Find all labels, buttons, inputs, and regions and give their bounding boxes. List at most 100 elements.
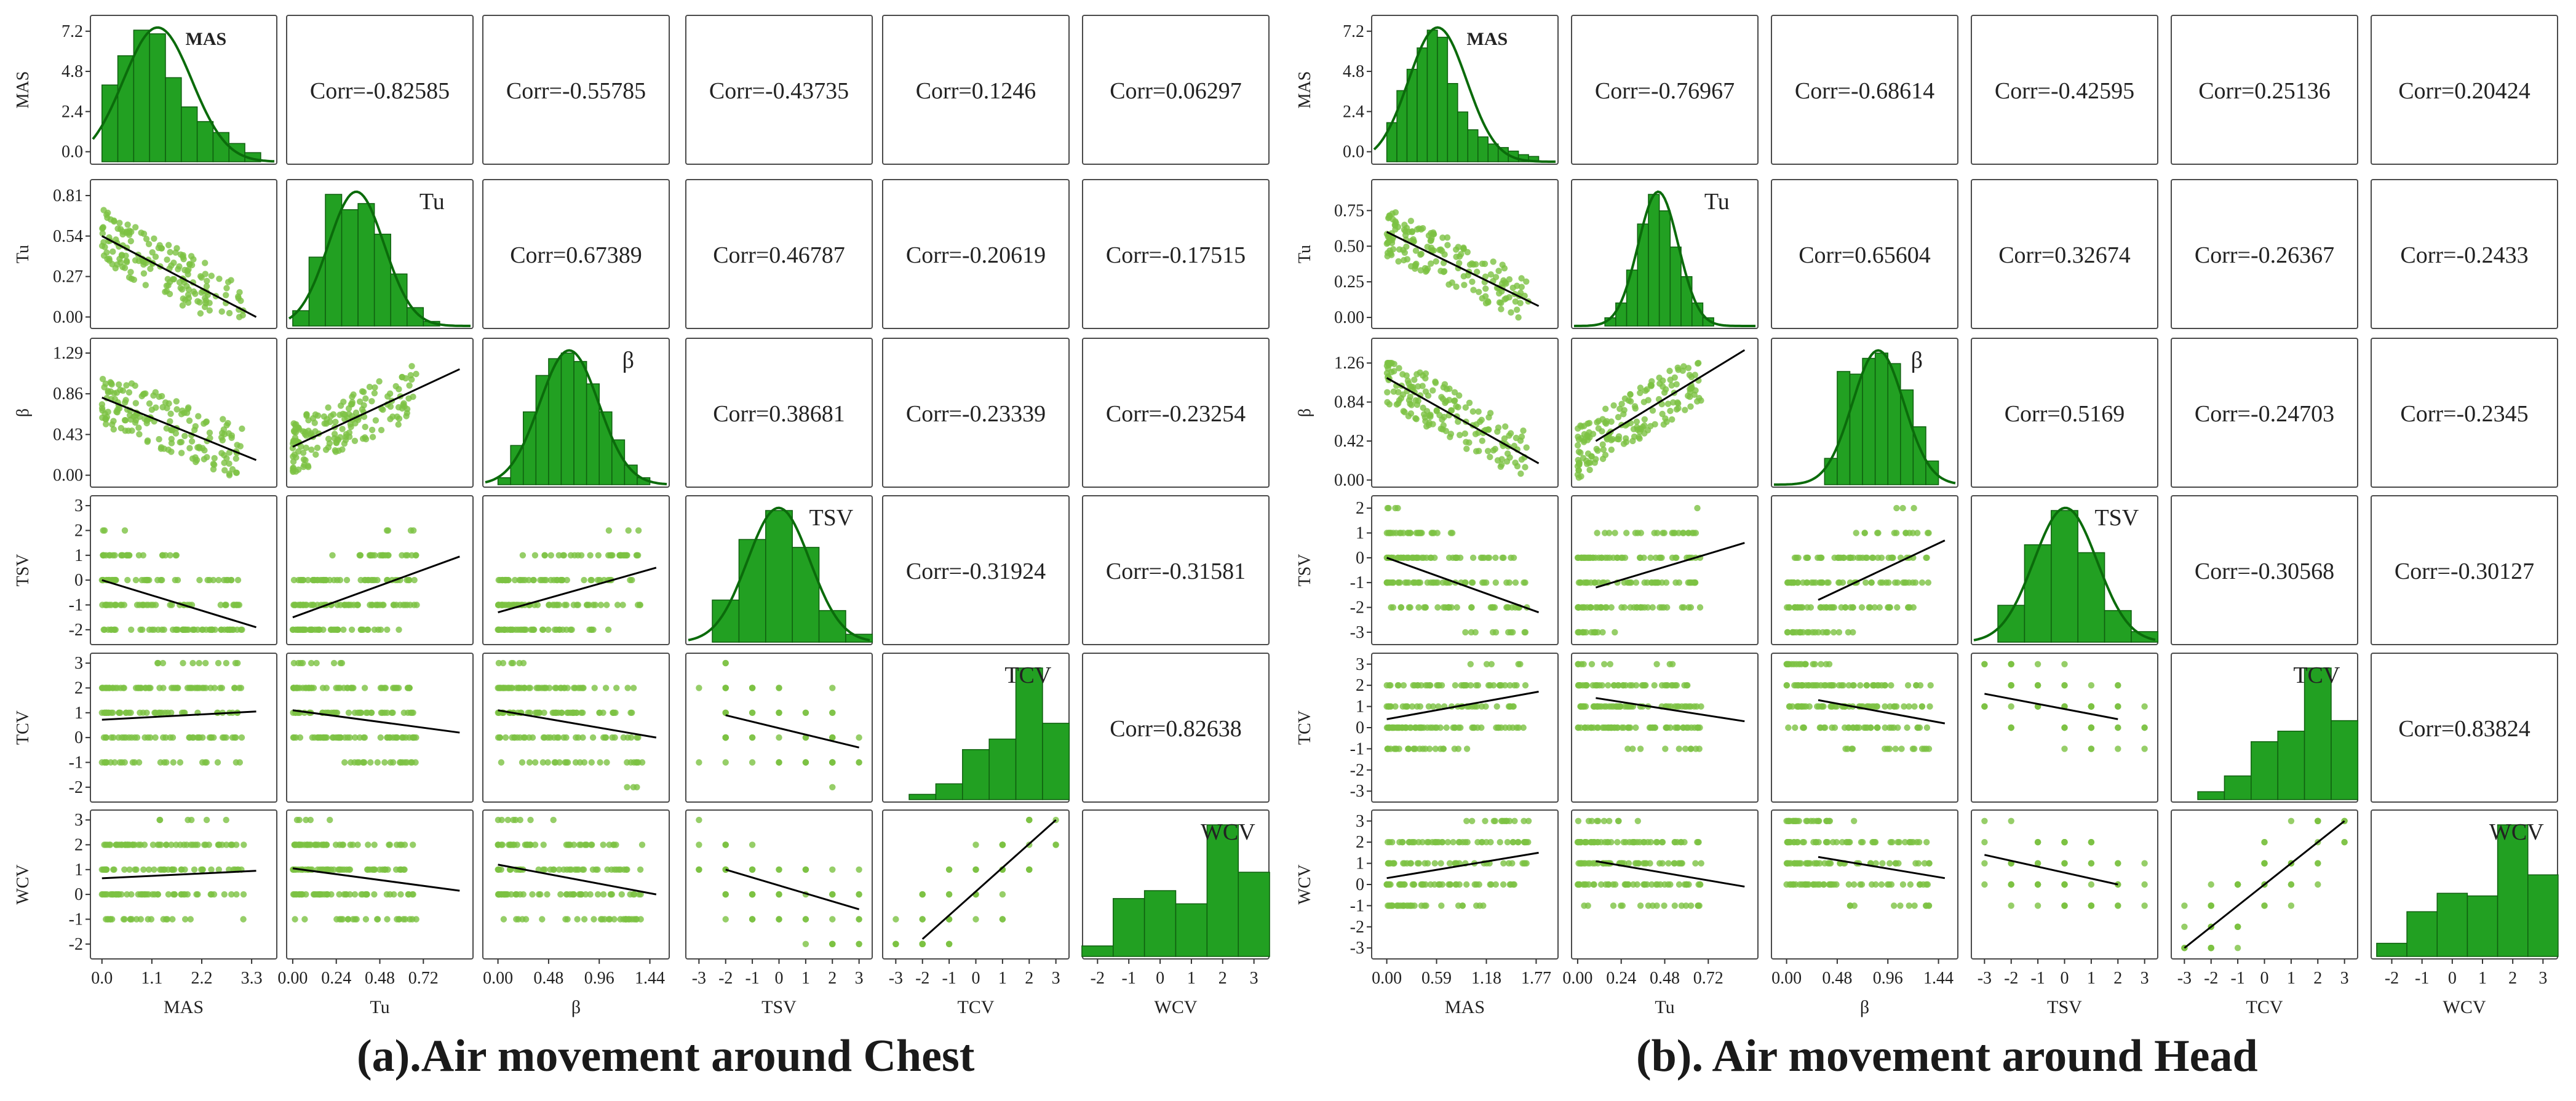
- scatter-point: [575, 602, 581, 608]
- scatter-point: [639, 841, 645, 848]
- diagonal-label-tcv: TCV: [2293, 662, 2340, 688]
- scatter-point: [327, 577, 333, 583]
- scatter-point: [1420, 881, 1426, 888]
- scatter-point: [1414, 703, 1420, 709]
- panel-mas-beta: Corr=-0.68614: [1771, 15, 1958, 164]
- scatter-point: [154, 577, 161, 583]
- scatter-point: [191, 627, 197, 633]
- scatter-point: [207, 308, 213, 314]
- scatter-point: [1859, 604, 1865, 610]
- scatter-points: [1383, 818, 1532, 909]
- scatter-point: [503, 891, 509, 897]
- scatter-point: [141, 841, 148, 848]
- correlation-text: Corr=-0.43735: [709, 78, 849, 104]
- scatter-point: [1829, 604, 1835, 610]
- scatter-point: [210, 461, 217, 467]
- y-tick-label: -1: [69, 595, 83, 614]
- scatter-point: [186, 287, 192, 293]
- scatter-point: [1468, 682, 1474, 688]
- scatter-point: [1588, 725, 1594, 731]
- scatter-point: [1688, 604, 1694, 610]
- scatter-point: [1517, 661, 1523, 667]
- panel-border: [1572, 496, 1758, 645]
- correlation-text: Corr=-0.20619: [906, 242, 1046, 268]
- scatter-point: [396, 404, 402, 410]
- scatter-point: [156, 436, 162, 442]
- scatter-point: [372, 841, 378, 848]
- scatter-point: [317, 891, 323, 897]
- scatter-point: [1693, 745, 1699, 752]
- scatter-point: [590, 916, 597, 922]
- scatter-point: [392, 734, 399, 741]
- scatter-point: [629, 577, 635, 583]
- histogram-bar: [936, 784, 962, 800]
- scatter-point: [1577, 450, 1583, 456]
- scatter-point: [106, 256, 112, 262]
- scatter-point: [587, 891, 594, 897]
- histogram-bar: [2331, 721, 2358, 800]
- scatter-point: [1866, 604, 1872, 610]
- scatter-point: [189, 438, 195, 444]
- scatter-point: [589, 627, 595, 633]
- scatter-point: [1869, 579, 1875, 586]
- scatter-point: [1403, 244, 1409, 250]
- scatter-point: [358, 627, 364, 633]
- scatter-point: [1811, 661, 1818, 667]
- histogram-bar: [1113, 899, 1145, 956]
- scatter-point: [122, 264, 128, 271]
- scatter-point: [314, 734, 320, 741]
- scatter-point: [1441, 745, 1447, 752]
- scatter-point: [498, 759, 504, 765]
- scatter-point: [2088, 745, 2094, 752]
- histogram-bar: [2078, 552, 2104, 642]
- diagonal-label-wcv: WCV: [1201, 819, 1255, 845]
- scatter-point: [1795, 682, 1801, 688]
- scatter-point: [1910, 505, 1917, 511]
- scatter-point: [696, 867, 702, 873]
- scatter-points: [892, 817, 1059, 947]
- scatter-point: [634, 552, 640, 558]
- scatter-point: [542, 685, 548, 691]
- scatter-point: [521, 685, 527, 691]
- scatter-point: [1446, 386, 1452, 392]
- scatter-point: [1502, 279, 1508, 285]
- scatter-point: [240, 916, 246, 922]
- scatter-point: [223, 292, 229, 298]
- scatter-point: [2115, 860, 2121, 866]
- histogram-bar: [989, 739, 1016, 800]
- scatter-point: [1648, 839, 1654, 845]
- scatter-point: [101, 627, 107, 633]
- scatter-point: [128, 627, 134, 633]
- scatter-point: [1808, 818, 1814, 824]
- scatter-point: [204, 418, 210, 424]
- scatter-point: [178, 867, 185, 873]
- scatter-point: [290, 685, 296, 691]
- scatter-point: [312, 419, 318, 426]
- scatter-point: [1582, 725, 1588, 731]
- scatter-point: [368, 398, 375, 404]
- scatter-point: [321, 413, 327, 419]
- scatter-point: [1660, 383, 1666, 389]
- scatter-point: [206, 841, 212, 848]
- scatter-point: [603, 602, 610, 608]
- y-axis-label-wcv: WCV: [14, 864, 33, 904]
- scatter-point: [1845, 745, 1851, 752]
- scatter-point: [1397, 881, 1403, 888]
- histogram-bar: [2278, 731, 2304, 800]
- scatter-point: [1656, 860, 1663, 866]
- scatter-point: [1469, 818, 1475, 824]
- scatter-point: [1384, 682, 1390, 688]
- x-tick-label: 1.77: [1521, 969, 1551, 988]
- scatter-points: [99, 376, 245, 479]
- panel-mas-tsv: Corr=-0.42595: [1971, 15, 2158, 164]
- scatter-point: [1804, 629, 1810, 635]
- scatter-point: [172, 249, 178, 255]
- scatter-point: [143, 282, 149, 288]
- panel-border: [1372, 338, 1558, 487]
- scatter-point: [613, 685, 619, 691]
- scatter-point: [1385, 505, 1391, 511]
- scatter-point: [1672, 902, 1678, 908]
- correlation-text: Corr=0.46787: [713, 242, 845, 268]
